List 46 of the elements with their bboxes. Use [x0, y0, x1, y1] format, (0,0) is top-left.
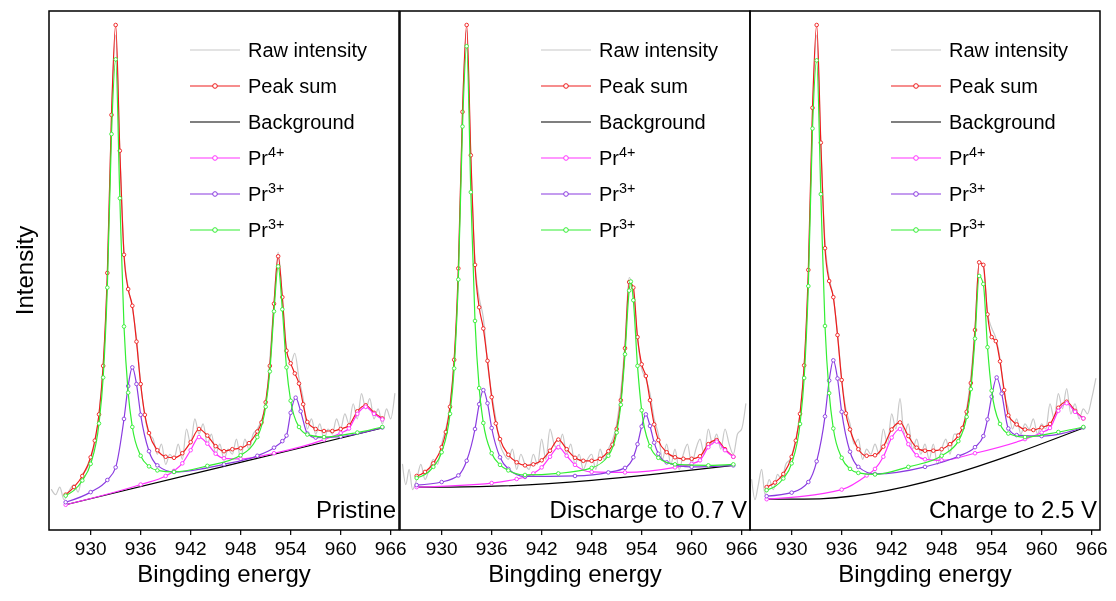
- x-tick-label: 954: [975, 538, 1008, 559]
- x-tick-label: 966: [374, 538, 407, 559]
- legend-label: Raw intensity: [949, 39, 1068, 61]
- legend-label: Pr$^{3+}$: [599, 216, 636, 241]
- x-axis-title: Bingding energy: [137, 560, 311, 587]
- x-tick-label: 948: [925, 538, 958, 559]
- x-tick-label: 930: [775, 538, 808, 559]
- annotation: Pristine: [315, 496, 396, 523]
- y-axis-title: Intensity: [11, 225, 38, 316]
- legend-label: Raw intensity: [248, 39, 367, 61]
- x-tick-label: 954: [625, 538, 658, 559]
- x-tick-label: 936: [124, 538, 157, 559]
- legend-label: Peak sum: [599, 75, 688, 97]
- x-tick-label: 936: [825, 538, 858, 559]
- x-tick-label: 966: [1075, 538, 1108, 559]
- x-tick-label: 954: [274, 538, 307, 559]
- x-tick-label: 930: [74, 538, 107, 559]
- legend-label: Pr$^{4+}$: [248, 144, 285, 169]
- legend-label: Pr$^{3+}$: [248, 216, 285, 241]
- x-tick-label: 936: [475, 538, 508, 559]
- legend-label: Pr$^{3+}$: [599, 180, 636, 205]
- x-axis-title: Bingding energy: [838, 560, 1012, 587]
- x-tick-label: 948: [224, 538, 257, 559]
- legend-label: Pr$^{3+}$: [949, 216, 986, 241]
- legend-label: Raw intensity: [599, 39, 718, 61]
- x-tick-label: 966: [725, 538, 758, 559]
- annotation: Charge to 2.5 V: [928, 496, 1097, 523]
- annotation: Discharge to 0.7 V: [549, 496, 747, 523]
- x-tick-label: 942: [525, 538, 558, 559]
- legend-label: Pr$^{4+}$: [949, 144, 986, 169]
- legend-label: Background: [949, 111, 1056, 133]
- legend-label: Pr$^{3+}$: [949, 180, 986, 205]
- legend-label: Pr$^{3+}$: [248, 180, 285, 205]
- x-tick-label: 942: [174, 538, 207, 559]
- x-tick-label: 960: [675, 538, 708, 559]
- legend-label: Pr$^{4+}$: [599, 144, 636, 169]
- legend-label: Peak sum: [949, 75, 1038, 97]
- x-tick-label: 942: [875, 538, 908, 559]
- x-tick-label: 960: [324, 538, 357, 559]
- x-tick-label: 960: [1025, 538, 1058, 559]
- x-axis-title: Bingding energy: [488, 560, 662, 587]
- x-tick-label: 930: [425, 538, 458, 559]
- legend-label: Peak sum: [248, 75, 337, 97]
- x-tick-label: 948: [575, 538, 608, 559]
- legend-label: Background: [248, 111, 355, 133]
- legend-label: Background: [599, 111, 706, 133]
